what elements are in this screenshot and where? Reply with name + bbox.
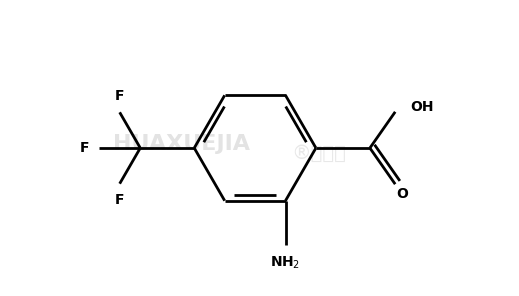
- Text: HUAXUEJIA: HUAXUEJIA: [113, 134, 250, 154]
- Text: F: F: [115, 89, 125, 104]
- Text: OH: OH: [410, 100, 433, 114]
- Text: O: O: [396, 187, 408, 201]
- Text: ®化学加: ®化学加: [292, 144, 346, 163]
- Text: F: F: [80, 141, 89, 155]
- Text: F: F: [115, 192, 125, 207]
- Text: NH$_2$: NH$_2$: [270, 255, 301, 271]
